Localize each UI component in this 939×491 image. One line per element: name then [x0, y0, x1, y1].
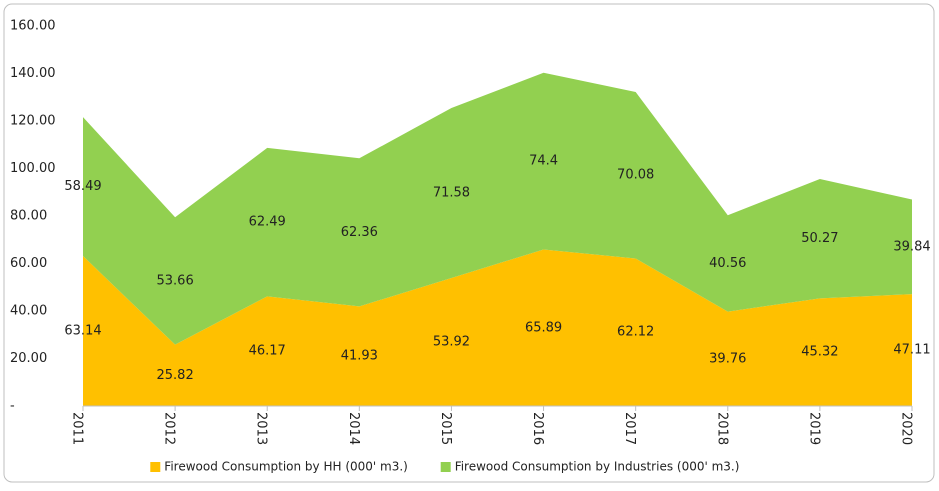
data-label: 39.84 — [893, 239, 930, 254]
x-tick-label: 2015 — [438, 412, 453, 445]
x-tick-label: 2017 — [622, 412, 637, 445]
data-label: 41.93 — [341, 349, 378, 364]
data-label: 71.58 — [433, 185, 470, 200]
data-label: 62.49 — [249, 215, 286, 230]
data-label: 47.11 — [893, 343, 930, 358]
x-tick-label: 2016 — [530, 412, 545, 445]
x-tick-label: 2012 — [162, 412, 177, 445]
x-tick-label: 2014 — [346, 412, 361, 445]
y-tick-label: 80.00 — [10, 209, 47, 224]
data-label: 74.4 — [529, 154, 558, 169]
y-tick-label: 140.00 — [10, 66, 56, 81]
data-label: 25.82 — [157, 368, 194, 383]
data-label: 40.56 — [709, 256, 746, 271]
x-tick-label: 2019 — [806, 412, 821, 445]
data-label: 53.66 — [157, 273, 194, 288]
data-label: 50.27 — [801, 231, 838, 246]
y-tick-label: 40.00 — [10, 304, 47, 319]
legend-label: Firewood Consumption by Industries (000'… — [455, 460, 740, 474]
data-label: 62.12 — [617, 325, 654, 340]
x-tick-label: 2018 — [714, 412, 729, 445]
data-label: 39.76 — [709, 351, 746, 366]
data-label: 70.08 — [617, 168, 654, 183]
y-tick-label: 160.00 — [10, 19, 56, 34]
data-label: 46.17 — [249, 344, 286, 359]
data-label: 58.49 — [64, 179, 101, 194]
legend-swatch — [150, 462, 161, 472]
data-label: 53.92 — [433, 334, 470, 349]
area — [83, 72, 912, 345]
x-tick-label: 2020 — [899, 412, 914, 445]
legend-swatch — [440, 462, 451, 472]
x-tick-label: 2013 — [254, 412, 269, 445]
area — [83, 249, 912, 406]
y-tick-label: 20.00 — [10, 351, 47, 366]
legend-label: Firewood Consumption by HH (000' m3.) — [164, 460, 408, 474]
data-label: 62.36 — [341, 225, 378, 240]
y-tick-label: 60.00 — [10, 256, 47, 271]
x-tick-label: 2011 — [70, 412, 85, 445]
y-tick-label: 120.00 — [10, 114, 56, 129]
data-label: 63.14 — [64, 324, 101, 339]
y-tick-label: - — [10, 399, 15, 414]
data-label: 45.32 — [801, 345, 838, 360]
y-tick-label: 100.00 — [10, 161, 56, 176]
data-label: 65.89 — [525, 320, 562, 335]
